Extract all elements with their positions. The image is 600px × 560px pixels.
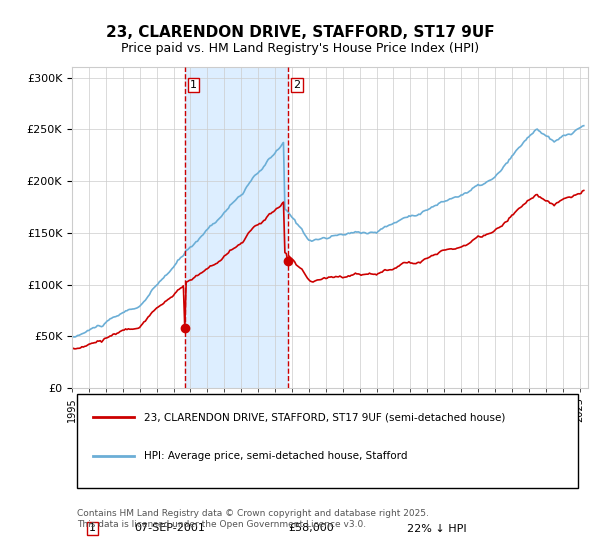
Text: £58,000: £58,000 [289,524,334,534]
Text: 2: 2 [293,80,301,90]
Text: Price paid vs. HM Land Registry's House Price Index (HPI): Price paid vs. HM Land Registry's House … [121,42,479,55]
Text: Contains HM Land Registry data © Crown copyright and database right 2025.
This d: Contains HM Land Registry data © Crown c… [77,509,429,529]
Text: 23, CLARENDON DRIVE, STAFFORD, ST17 9UF: 23, CLARENDON DRIVE, STAFFORD, ST17 9UF [106,25,494,40]
Text: 07-SEP-2001: 07-SEP-2001 [134,524,205,534]
FancyBboxPatch shape [77,394,578,488]
Text: 23, CLARENDON DRIVE, STAFFORD, ST17 9UF (semi-detached house): 23, CLARENDON DRIVE, STAFFORD, ST17 9UF … [144,412,506,422]
Text: 1: 1 [89,524,96,534]
Text: 22% ↓ HPI: 22% ↓ HPI [407,524,467,534]
Bar [185,67,289,388]
Text: 1: 1 [190,80,197,90]
Text: HPI: Average price, semi-detached house, Stafford: HPI: Average price, semi-detached house,… [144,451,408,461]
